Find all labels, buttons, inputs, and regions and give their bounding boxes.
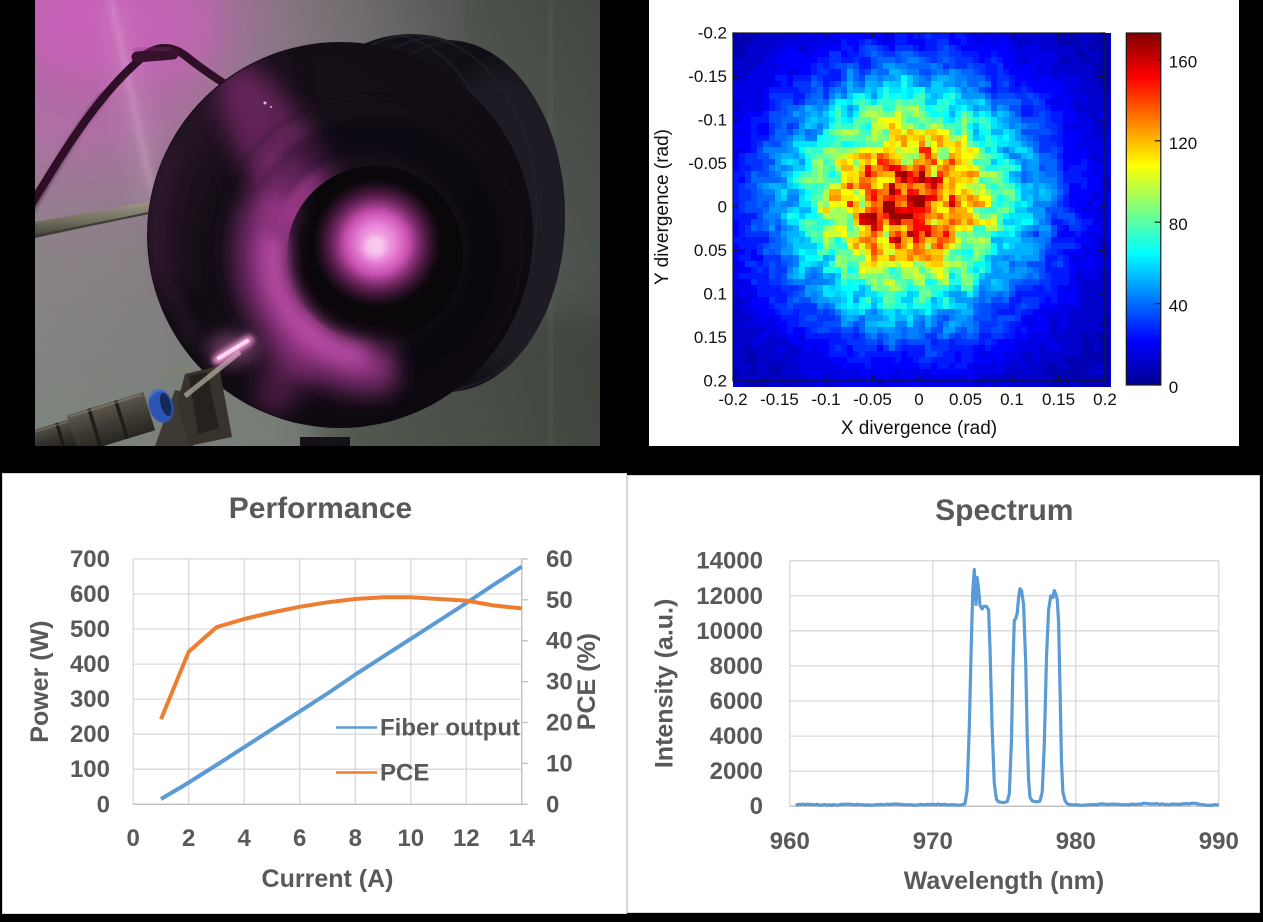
svg-text:-0.1: -0.1 xyxy=(811,390,840,409)
svg-text:2: 2 xyxy=(182,825,195,852)
svg-text:400: 400 xyxy=(69,651,109,678)
svg-text:600: 600 xyxy=(69,581,109,608)
svg-text:990: 990 xyxy=(1199,828,1239,855)
svg-text:6: 6 xyxy=(293,825,306,852)
svg-text:20: 20 xyxy=(546,709,573,736)
svg-text:0: 0 xyxy=(1169,378,1178,397)
svg-text:-0.05: -0.05 xyxy=(688,154,727,173)
svg-text:700: 700 xyxy=(69,545,109,572)
svg-text:160: 160 xyxy=(1169,53,1197,72)
svg-text:0.05: 0.05 xyxy=(694,241,727,260)
svg-text:14: 14 xyxy=(508,825,535,852)
svg-text:-0.1: -0.1 xyxy=(698,111,727,130)
svg-text:PCE (%): PCE (%) xyxy=(573,632,601,729)
svg-text:0: 0 xyxy=(96,791,109,818)
svg-text:-0.2: -0.2 xyxy=(718,390,747,409)
svg-text:Spectrum: Spectrum xyxy=(935,494,1073,527)
svg-text:0.1: 0.1 xyxy=(1000,390,1024,409)
svg-text:-0.2: -0.2 xyxy=(698,24,727,43)
svg-text:Performance: Performance xyxy=(228,492,411,525)
svg-text:12000: 12000 xyxy=(696,583,763,610)
svg-text:4: 4 xyxy=(237,825,251,852)
svg-text:Fiber output: Fiber output xyxy=(380,714,520,741)
svg-text:0: 0 xyxy=(546,791,559,818)
svg-text:10000: 10000 xyxy=(696,618,763,645)
svg-text:0: 0 xyxy=(718,198,727,217)
svg-text:Y divergence (rad): Y divergence (rad) xyxy=(652,129,673,285)
svg-text:PCE: PCE xyxy=(380,759,429,786)
svg-text:0.1: 0.1 xyxy=(703,285,727,304)
svg-text:0.15: 0.15 xyxy=(694,328,727,347)
svg-text:0.05: 0.05 xyxy=(949,390,982,409)
svg-text:Current (A): Current (A) xyxy=(261,865,393,893)
svg-text:8000: 8000 xyxy=(710,653,763,680)
svg-text:Intensity (a.u.): Intensity (a.u.) xyxy=(651,599,679,768)
svg-text:960: 960 xyxy=(770,828,810,855)
svg-text:300: 300 xyxy=(69,686,109,713)
svg-text:6000: 6000 xyxy=(710,688,763,715)
svg-text:-0.05: -0.05 xyxy=(853,390,892,409)
svg-text:120: 120 xyxy=(1169,134,1197,153)
svg-text:200: 200 xyxy=(69,721,109,748)
svg-text:10: 10 xyxy=(397,825,424,852)
svg-text:100: 100 xyxy=(69,756,109,783)
svg-text:0: 0 xyxy=(914,390,923,409)
svg-text:40: 40 xyxy=(546,627,573,654)
svg-text:10: 10 xyxy=(546,750,573,777)
svg-text:Wavelength (nm): Wavelength (nm) xyxy=(904,867,1104,895)
svg-text:60: 60 xyxy=(546,545,573,572)
svg-text:0.15: 0.15 xyxy=(1042,390,1075,409)
svg-text:0: 0 xyxy=(126,825,139,852)
svg-text:80: 80 xyxy=(1169,215,1188,234)
svg-text:2000: 2000 xyxy=(710,758,763,785)
svg-text:0.2: 0.2 xyxy=(1093,390,1117,409)
svg-text:14000: 14000 xyxy=(696,548,763,575)
svg-text:970: 970 xyxy=(913,828,953,855)
svg-text:Power (W): Power (W) xyxy=(26,620,54,742)
svg-text:4000: 4000 xyxy=(710,723,763,750)
svg-text:0.2: 0.2 xyxy=(703,372,727,391)
svg-text:-0.15: -0.15 xyxy=(760,390,799,409)
svg-text:500: 500 xyxy=(69,616,109,643)
svg-text:12: 12 xyxy=(452,825,479,852)
svg-text:0: 0 xyxy=(750,793,763,820)
svg-text:980: 980 xyxy=(1056,828,1096,855)
svg-text:40: 40 xyxy=(1169,297,1188,316)
svg-text:-0.15: -0.15 xyxy=(688,67,727,86)
svg-text:50: 50 xyxy=(546,586,573,613)
svg-text:8: 8 xyxy=(348,825,361,852)
svg-text:X divergence (rad): X divergence (rad) xyxy=(841,418,997,439)
svg-text:30: 30 xyxy=(546,668,573,695)
